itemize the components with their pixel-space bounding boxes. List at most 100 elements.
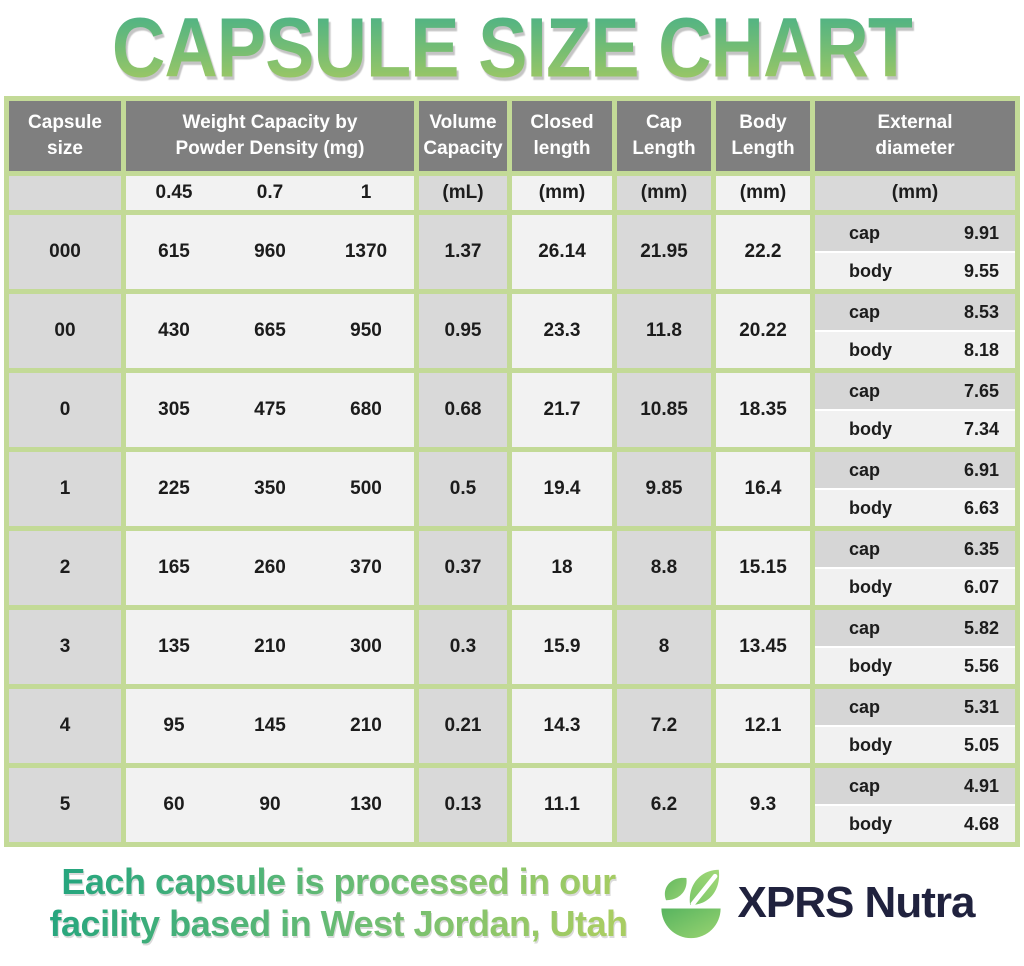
external-body-label: body: [849, 260, 892, 281]
external-body-label: body: [849, 418, 892, 439]
header-line: Length: [632, 138, 696, 159]
weight-at-07: 210: [254, 636, 286, 658]
weight-at-045: 60: [163, 794, 185, 816]
external-body-value: 7.34: [963, 418, 999, 439]
volume-capacity-value: 0.13: [419, 768, 507, 842]
weight-at-045: 135: [158, 636, 190, 658]
body-length-value: 9.3: [716, 768, 810, 842]
external-cap-row: cap 4.91: [815, 768, 1015, 804]
external-body-value: 6.07: [963, 576, 999, 597]
page-title-wrap: CAPSULE SIZE CHART: [0, 0, 1024, 96]
header-line: Capacity: [423, 138, 503, 159]
external-body-row: body 6.07: [815, 569, 1015, 605]
body-length-value: 13.45: [716, 610, 810, 684]
external-diameter-cell: cap 6.35 body 6.07: [815, 531, 1015, 605]
unit-body-length: (mm): [716, 176, 810, 210]
external-cap-value: 8.53: [963, 301, 999, 322]
weight-at-1: 680: [350, 399, 382, 421]
closed-length-value: 23.3: [512, 294, 612, 368]
weight-at-07: 90: [259, 794, 281, 816]
table-units-row: 0.45 0.7 1 (mL) (mm) (mm) (mm) (mm): [9, 176, 1015, 210]
volume-capacity-value: 0.68: [419, 373, 507, 447]
header-volume-capacity: Volume Capacity: [419, 101, 507, 171]
external-diameter-cell: cap 9.91 body 9.55: [815, 215, 1015, 289]
external-cap-row: cap 8.53: [815, 294, 1015, 330]
external-diameter-cell: cap 8.53 body 8.18: [815, 294, 1015, 368]
capsule-size-value: 3: [9, 610, 121, 684]
body-length-value: 12.1: [716, 689, 810, 763]
unit-volume: (mL): [419, 176, 507, 210]
unit-cap-length: (mm): [617, 176, 711, 210]
external-body-value: 5.05: [963, 734, 999, 755]
external-diameter-cell: cap 4.91 body 4.68: [815, 768, 1015, 842]
closed-length-value: 21.7: [512, 373, 612, 447]
external-cap-value: 6.35: [963, 538, 999, 559]
unit-closed: (mm): [512, 176, 612, 210]
weight-at-045: 430: [158, 320, 190, 342]
table-row: 000 615 960 1370 1.37 26.14 21.95 22.2 c…: [9, 215, 1015, 289]
unit-weight-densities: 0.45 0.7 1: [126, 176, 414, 210]
weight-at-07: 260: [254, 557, 286, 579]
external-cap-label: cap: [849, 380, 881, 401]
cap-length-value: 10.85: [617, 373, 711, 447]
capsule-size-value: 2: [9, 531, 121, 605]
weight-at-045: 95: [163, 715, 185, 737]
external-cap-value: 9.91: [963, 222, 999, 243]
external-cap-label: cap: [849, 459, 881, 480]
footer: Each capsule is processed in our facilit…: [0, 847, 1024, 959]
external-cap-label: cap: [849, 696, 881, 717]
weight-capacity-values: 60 90 130: [126, 768, 414, 842]
external-body-label: body: [849, 339, 892, 360]
external-body-row: body 9.55: [815, 253, 1015, 289]
footer-tagline-line2: facility based in West Jordan, Utah: [49, 903, 628, 944]
external-body-row: body 5.05: [815, 727, 1015, 763]
volume-capacity-value: 0.5: [419, 452, 507, 526]
header-line: diameter: [875, 138, 955, 159]
capsule-size-value: 0: [9, 373, 121, 447]
weight-at-1: 300: [350, 636, 382, 658]
header-cap-length: Cap Length: [617, 101, 711, 171]
external-body-value: 8.18: [963, 339, 999, 360]
external-body-value: 9.55: [963, 260, 999, 281]
header-line: External: [877, 112, 953, 134]
external-cap-row: cap 9.91: [815, 215, 1015, 251]
capsule-size-value: 1: [9, 452, 121, 526]
weight-at-1: 950: [350, 320, 382, 342]
external-cap-row: cap 7.65: [815, 373, 1015, 409]
table-row: 2 165 260 370 0.37 18 8.8 15.15 cap 6.35…: [9, 531, 1015, 605]
closed-length-value: 15.9: [512, 610, 612, 684]
volume-capacity-value: 0.21: [419, 689, 507, 763]
weight-at-07: 960: [254, 241, 286, 263]
closed-length-value: 14.3: [512, 689, 612, 763]
external-body-row: body 7.34: [815, 411, 1015, 447]
external-cap-value: 6.91: [963, 459, 999, 480]
weight-capacity-values: 95 145 210: [126, 689, 414, 763]
external-body-value: 4.68: [963, 813, 999, 834]
external-cap-value: 5.82: [963, 617, 999, 638]
weight-at-1: 1370: [344, 241, 388, 263]
weight-at-07: 665: [254, 320, 286, 342]
external-body-label: body: [849, 655, 892, 676]
external-cap-label: cap: [849, 222, 881, 243]
external-cap-row: cap 5.82: [815, 610, 1015, 646]
table-row: 00 430 665 950 0.95 23.3 11.8 20.22 cap …: [9, 294, 1015, 368]
external-cap-label: cap: [849, 617, 881, 638]
external-cap-label: cap: [849, 301, 881, 322]
header-weight-capacity: Weight Capacity by Powder Density (mg): [126, 101, 414, 171]
external-cap-value: 7.65: [963, 380, 999, 401]
external-body-label: body: [849, 497, 892, 518]
header-line: Volume: [429, 112, 497, 134]
body-length-value: 18.35: [716, 373, 810, 447]
external-body-label: body: [849, 734, 892, 755]
external-cap-row: cap 5.31: [815, 689, 1015, 725]
cap-length-value: 9.85: [617, 452, 711, 526]
cap-length-value: 8.8: [617, 531, 711, 605]
leaf-bowl-logo-icon: [660, 869, 721, 939]
external-cap-value: 5.31: [963, 696, 999, 717]
volume-capacity-value: 0.37: [419, 531, 507, 605]
header-body-length: Body Length: [716, 101, 810, 171]
external-body-value: 6.63: [963, 497, 999, 518]
external-cap-row: cap 6.35: [815, 531, 1015, 567]
header-line: Powder Density (mg): [175, 138, 365, 159]
external-diameter-cell: cap 5.31 body 5.05: [815, 689, 1015, 763]
